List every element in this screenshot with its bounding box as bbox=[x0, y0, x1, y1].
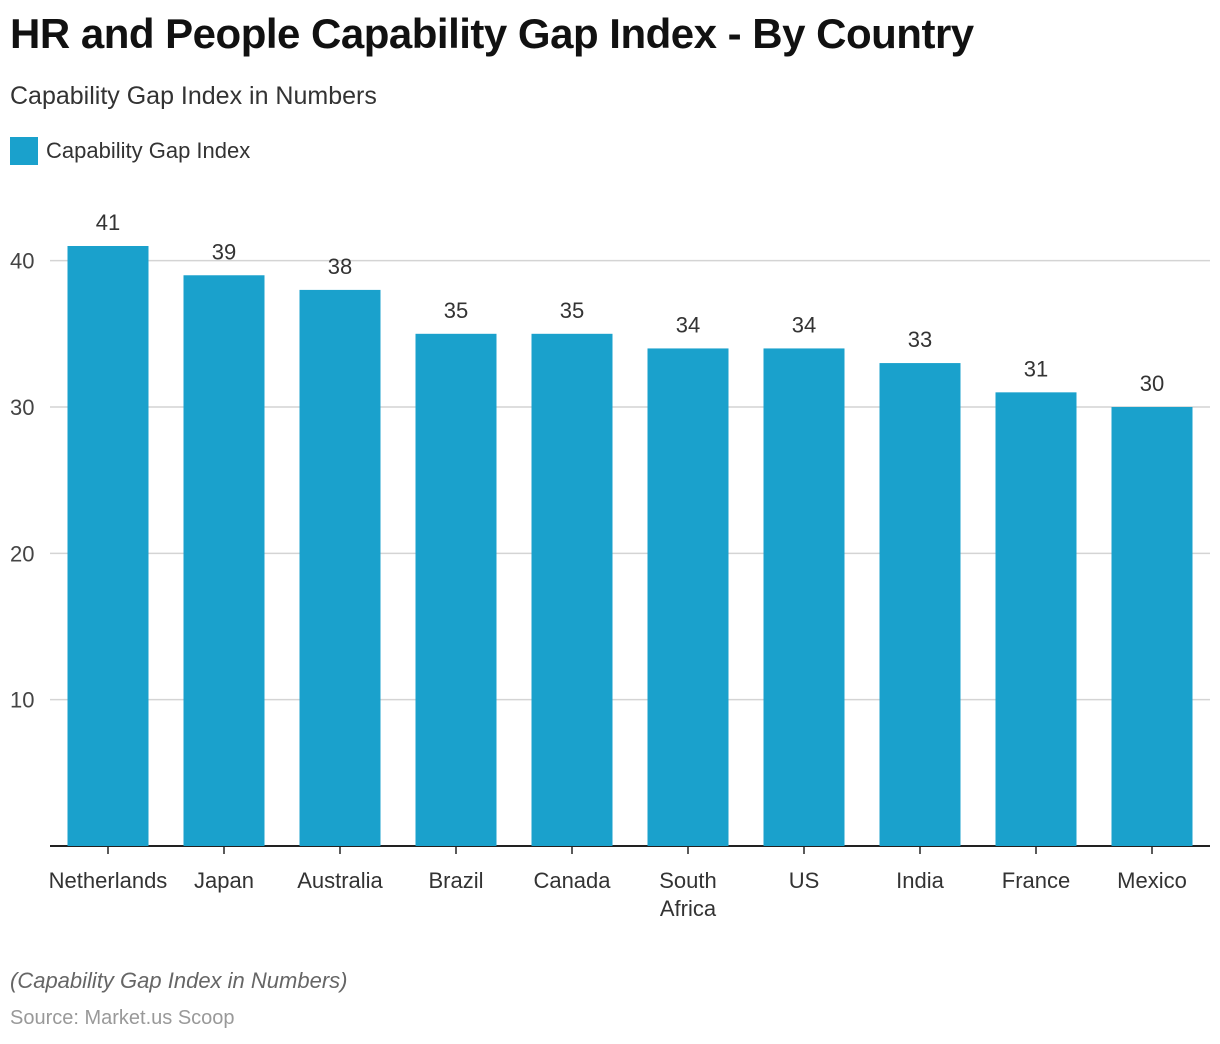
category-label: France bbox=[1002, 868, 1070, 893]
bar bbox=[531, 333, 613, 846]
data-label: 35 bbox=[560, 298, 584, 323]
category-label: India bbox=[896, 868, 944, 893]
bar-chart: 10 20 30 40 41 Netherlands 39 Japan 38 Australia 3… bbox=[10, 210, 1210, 921]
data-label: 39 bbox=[212, 239, 236, 264]
y-tick-label: 30 bbox=[10, 395, 34, 420]
legend-label: Capability Gap Index bbox=[46, 138, 251, 163]
category-label: Japan bbox=[194, 868, 254, 893]
bar bbox=[1111, 406, 1193, 846]
category-label: US bbox=[789, 868, 820, 893]
category-label: Australia bbox=[297, 868, 383, 893]
data-label: 30 bbox=[1140, 371, 1164, 396]
bar bbox=[299, 289, 381, 846]
bar bbox=[415, 333, 497, 846]
category-label: Brazil bbox=[428, 868, 483, 893]
chart-title: HR and People Capability Gap Index - By … bbox=[10, 10, 974, 57]
data-label: 34 bbox=[676, 312, 700, 337]
data-label: 34 bbox=[792, 312, 816, 337]
category-label: Netherlands bbox=[49, 868, 168, 893]
y-tick-label: 20 bbox=[10, 541, 34, 566]
chart-subtitle: Capability Gap Index in Numbers bbox=[10, 82, 377, 110]
legend: Capability Gap Index bbox=[10, 137, 250, 165]
footnote: (Capability Gap Index in Numbers) bbox=[10, 968, 348, 993]
category-label: Canada bbox=[533, 868, 611, 893]
category-label: Mexico bbox=[1117, 868, 1187, 893]
data-label: 31 bbox=[1024, 356, 1048, 381]
data-label: 33 bbox=[908, 327, 932, 352]
bar bbox=[183, 275, 265, 846]
bar bbox=[647, 348, 729, 846]
source-note: Source: Market.us Scoop bbox=[10, 1007, 235, 1029]
bar bbox=[995, 392, 1077, 846]
y-tick-label: 40 bbox=[10, 249, 34, 274]
bar bbox=[879, 363, 961, 846]
data-label: 41 bbox=[96, 210, 120, 235]
bar bbox=[763, 348, 845, 846]
data-label: 35 bbox=[444, 298, 468, 323]
category-label: South Africa bbox=[659, 868, 717, 921]
legend-swatch bbox=[10, 137, 38, 165]
data-label: 38 bbox=[328, 254, 352, 279]
y-tick-label: 10 bbox=[10, 688, 34, 713]
bar bbox=[67, 246, 149, 846]
